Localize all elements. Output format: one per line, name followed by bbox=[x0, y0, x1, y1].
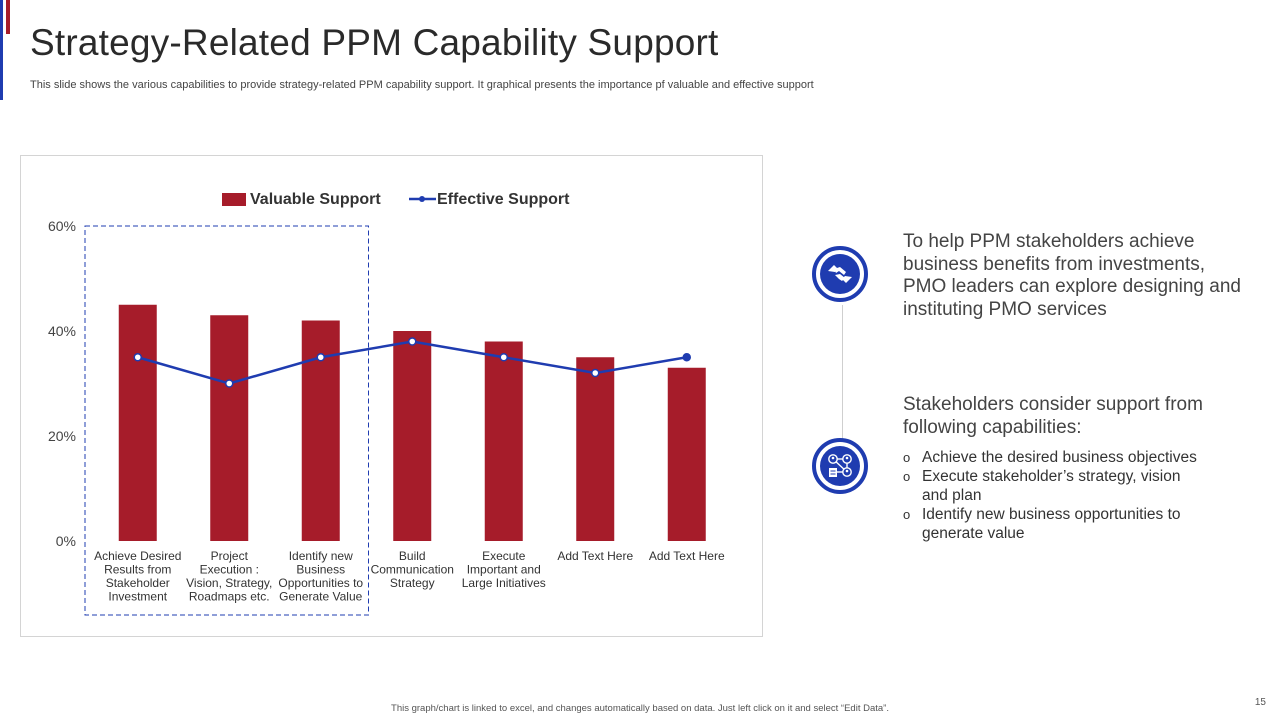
x-tick-label: Results from bbox=[104, 563, 171, 577]
y-tick-label: 0% bbox=[56, 533, 76, 549]
bullet-text: Achieve the desired business objectives bbox=[922, 449, 1197, 466]
list-item: o Achieve the desired business objectives bbox=[903, 448, 1203, 467]
page-subtitle: This slide shows the various capabilitie… bbox=[30, 79, 814, 91]
bar-valuable-support bbox=[210, 315, 249, 541]
handshake-icon-badge bbox=[812, 246, 868, 302]
x-tick-label: Important and bbox=[467, 563, 541, 577]
legend-marker-effective bbox=[419, 196, 425, 202]
bar-valuable-support bbox=[118, 304, 157, 541]
page-title: Strategy-Related PPM Capability Support bbox=[30, 22, 719, 63]
x-tick-label: Identify new bbox=[289, 549, 353, 563]
bullet-marker: o bbox=[903, 507, 911, 522]
x-tick-label: Communication bbox=[371, 563, 454, 577]
panel-capabilities-heading: Stakeholders consider support from follo… bbox=[903, 394, 1203, 438]
x-tick-label: Add Text Here bbox=[649, 549, 725, 563]
legend-label-effective: Effective Support bbox=[437, 191, 570, 208]
accent-bar-blue bbox=[0, 0, 3, 100]
bullet-marker: o bbox=[903, 469, 911, 484]
y-tick-label: 40% bbox=[48, 323, 76, 339]
accent-bar-red bbox=[6, 0, 10, 34]
legend-label-valuable: Valuable Support bbox=[250, 191, 381, 208]
point-effective-support bbox=[408, 337, 417, 346]
x-tick-label: Strategy bbox=[390, 576, 435, 590]
y-tick-label: 20% bbox=[48, 428, 76, 444]
list-item: o Identify new business opportunities to … bbox=[903, 505, 1203, 543]
y-tick-label: 60% bbox=[48, 218, 76, 234]
bar-valuable-support bbox=[667, 367, 706, 541]
x-tick-label: Achieve Desired bbox=[94, 549, 181, 563]
bar-valuable-support bbox=[393, 331, 432, 541]
bullet-text: Execute stakeholder’s strategy, vision a… bbox=[922, 468, 1181, 504]
bar-valuable-support bbox=[576, 357, 615, 541]
bullet-marker: o bbox=[903, 450, 911, 465]
x-tick-label: Large Initiatives bbox=[462, 576, 546, 590]
x-tick-label: Opportunities to bbox=[278, 576, 363, 590]
stakeholder-network-icon bbox=[828, 454, 852, 477]
legend-swatch-valuable bbox=[222, 193, 246, 206]
footer-note: This graph/chart is linked to excel, and… bbox=[391, 703, 889, 714]
bar-valuable-support bbox=[484, 341, 523, 541]
x-tick-label: Execute bbox=[482, 549, 526, 563]
bullet-text: Identify new business opportunities to g… bbox=[922, 506, 1181, 542]
point-effective-support bbox=[133, 353, 142, 362]
list-item: o Execute stakeholder’s strategy, vision … bbox=[903, 467, 1203, 505]
x-tick-label: Project bbox=[211, 549, 249, 563]
x-tick-label: Investment bbox=[108, 590, 167, 604]
x-tick-label: Generate Value bbox=[279, 590, 362, 604]
point-effective-support bbox=[499, 353, 508, 362]
x-tick-label: Build bbox=[399, 549, 426, 563]
point-effective-support bbox=[316, 353, 325, 362]
point-effective-support bbox=[682, 353, 691, 362]
x-tick-label: Stakeholder bbox=[106, 576, 170, 590]
connector-line bbox=[842, 305, 843, 440]
stakeholder-network-icon-badge bbox=[812, 438, 868, 494]
point-effective-support bbox=[591, 368, 600, 378]
x-tick-label: Roadmaps etc. bbox=[189, 590, 270, 604]
x-tick-label: Vision, Strategy, bbox=[186, 576, 272, 590]
x-tick-label: Business bbox=[296, 563, 345, 577]
panel-intro-text: To help PPM stakeholders achieve busines… bbox=[903, 231, 1241, 320]
handshake-icon bbox=[828, 265, 852, 283]
x-tick-label: Execution : bbox=[200, 563, 259, 577]
x-tick-label: Add Text Here bbox=[557, 549, 633, 563]
chart-frame[interactable] bbox=[20, 155, 763, 637]
point-effective-support bbox=[225, 379, 234, 388]
page-number: 15 bbox=[1254, 697, 1266, 708]
capability-list: o Achieve the desired business objectives… bbox=[903, 448, 1203, 543]
